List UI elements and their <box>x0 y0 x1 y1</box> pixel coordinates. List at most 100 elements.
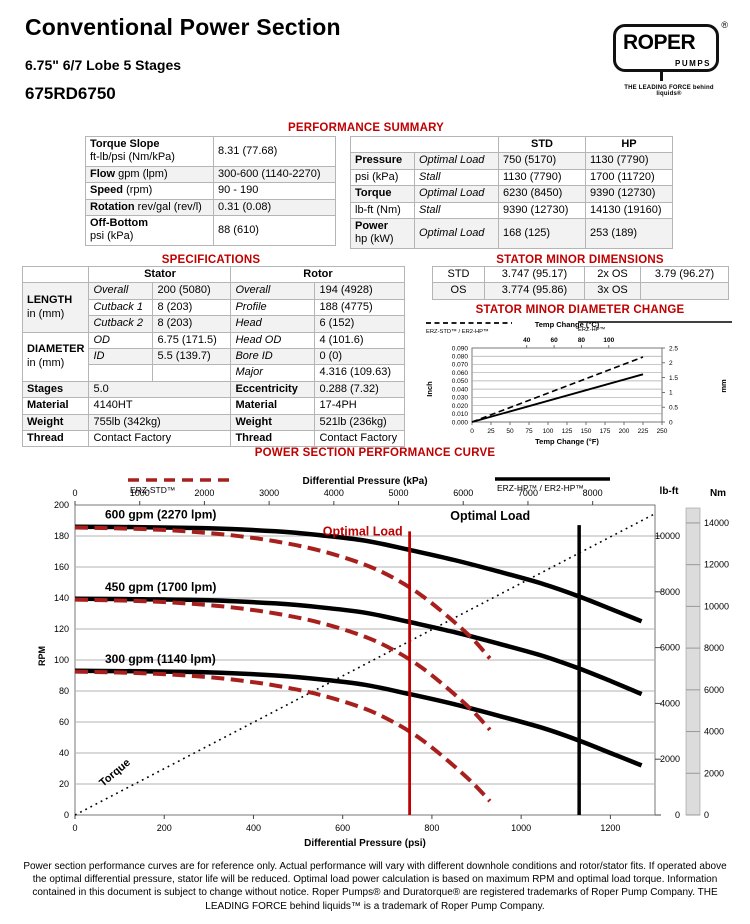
table-cell: 0 (0) <box>314 348 406 366</box>
section-title-performance-summary: PERFORMANCE SUMMARY <box>287 122 445 134</box>
table-cell: Rotor <box>230 265 406 284</box>
table-cell: 4.316 (109.63) <box>314 364 406 382</box>
x-axis-tick-label: 250 <box>657 428 668 435</box>
specifications-table: Stator Rotor LENGTH in (mm) Overall 200 (5080… <box>21 265 406 448</box>
y-axis-tick-label: 100 <box>54 655 69 665</box>
y-axis-tick-label: 0.020 <box>452 403 469 410</box>
x-axis-tick-label: 125 <box>562 428 573 435</box>
x-top-tick-label: 40 <box>523 337 531 344</box>
x-axis-tick-label: 25 <box>487 428 495 435</box>
y2-axis-tick-label: 10000 <box>655 531 680 541</box>
table-cell: 253 (189) <box>585 218 673 249</box>
y-axis-tick-label: 0.000 <box>452 419 469 426</box>
y3-axis-tick-label: 2000 <box>704 768 724 778</box>
y2-axis-tick-label: 6000 <box>660 643 680 653</box>
table-cell <box>21 265 90 284</box>
y-axis-tick-label: 20 <box>59 779 69 789</box>
table-cell: 17-4PH <box>314 397 406 415</box>
table-cell: 200 (5080) <box>152 282 232 300</box>
table-cell: Torque <box>350 185 415 203</box>
y3-axis-tick-label: 6000 <box>704 685 724 695</box>
series-line <box>471 356 644 423</box>
series-line <box>471 373 644 423</box>
nm-scale-bar <box>685 507 701 816</box>
section-title-performance-curve: POWER SECTION PERFORMANCE CURVE <box>254 447 496 459</box>
y-axis-tick-label: 0.070 <box>452 362 469 369</box>
table-row: Speed (rpm) 90 - 190 <box>85 182 336 200</box>
x-axis-tick-label: 50 <box>506 428 514 435</box>
table-cell: Material <box>230 397 316 415</box>
table-cell: 8 (203) <box>152 315 232 333</box>
table-cell: Overall <box>88 282 154 300</box>
section-title-stator-minor-dimensions: STATOR MINOR DIMENSIONS <box>496 254 664 266</box>
x-axis-tick-label: 175 <box>600 428 611 435</box>
page-subtitle: 6.75" 6/7 Lobe 5 Stages <box>25 57 182 73</box>
x-top-tick-label: 2000 <box>194 488 214 498</box>
y3-axis-title: Nm <box>710 488 726 499</box>
table-cell: psi (kPa) <box>350 168 415 187</box>
table-row: Stator Rotor <box>21 265 406 284</box>
table-cell: Pressure <box>350 152 415 170</box>
table-cell: 4 (101.6) <box>314 331 406 350</box>
table-cell: Overall <box>230 282 316 300</box>
table-cell: Profile <box>230 298 316 317</box>
table-cell: Cutback 1 <box>88 298 154 317</box>
table-cell: OD <box>88 331 154 350</box>
table-cell: LENGTH in (mm) <box>21 282 90 333</box>
x-top-tick-label: 100 <box>603 337 614 344</box>
table-cell: 2x OS <box>584 265 641 284</box>
y-axis-title: Inch <box>425 381 434 397</box>
table-cell: 14130 (19160) <box>585 201 673 220</box>
series-curve <box>74 669 492 803</box>
table-cell: 1700 (11720) <box>585 168 673 187</box>
table-cell: Weight <box>230 413 316 432</box>
logo-stem <box>660 69 663 81</box>
x-axis-tick-label: 200 <box>619 428 630 435</box>
table-row: Torque Slope ft-lb/psi (Nm/kPa) 8.31 (77.6… <box>85 136 336 167</box>
table-row: Material 4140HT Material 17-4PH <box>21 397 406 415</box>
table-cell: 0.31 (0.08) <box>213 198 336 217</box>
table-cell: Bore ID <box>230 348 316 366</box>
table-cell: Off-Bottom psi (kPa) <box>85 215 214 246</box>
y3-axis-tick-label: 0 <box>704 810 709 820</box>
table-row: lb-ft (Nm) Stall 9390 (12730) 14130 (19160) <box>350 201 673 220</box>
table-cell: Optimal Load <box>414 185 499 203</box>
table-cell: STD <box>432 265 485 284</box>
table-cell: 88 (610) <box>213 215 336 246</box>
x-top-tick-label: 1000 <box>130 488 150 498</box>
series-curve <box>74 597 492 732</box>
table-cell: 6 (152) <box>314 315 406 333</box>
x-top-axis-title: Temp Change (°C) <box>535 320 600 329</box>
y2-axis-tick-label: 2.5 <box>669 345 678 352</box>
table-cell: STD <box>498 135 586 154</box>
x-axis-title: Temp Change (°F) <box>535 437 599 446</box>
y2-axis-tick-label: 1.5 <box>669 375 678 382</box>
disclaimer-text: Power section performance curves are for… <box>23 861 727 912</box>
table-cell: Stator <box>88 265 232 284</box>
x-axis-tick-label: 0 <box>72 823 77 833</box>
y-axis-tick-label: 80 <box>59 686 69 696</box>
table-cell: 4140HT <box>88 397 232 415</box>
model-number: 675RD6750 <box>25 84 116 103</box>
logo-tagline: THE LEADING FORCE behind liquids® <box>624 85 714 97</box>
table-cell: Torque Slope ft-lb/psi (Nm/kPa) <box>85 136 214 167</box>
table-cell <box>88 364 154 382</box>
x-axis-tick-label: 1000 <box>511 823 531 833</box>
x-top-tick-label: 60 <box>550 337 558 344</box>
table-cell: DIAMETER in (mm) <box>21 331 90 382</box>
table-cell <box>640 282 729 300</box>
x-axis-tick-label: 400 <box>246 823 261 833</box>
table-cell: 8 (203) <box>152 298 232 317</box>
y2-axis-tick-label: 2000 <box>660 754 680 764</box>
y2-axis-tick-label: 4000 <box>660 698 680 708</box>
x-axis-tick-label: 1200 <box>600 823 620 833</box>
page-title: Conventional Power Section <box>25 14 341 40</box>
y2-axis-tick-label: 0 <box>675 810 680 820</box>
table-cell: 1130 (7790) <box>498 168 586 187</box>
table-cell: ID <box>88 348 154 366</box>
table-row: OS 3.774 (95.86) 3x OS <box>432 282 729 300</box>
section-title-stator-minor-diameter-change: STATOR MINOR DIAMETER CHANGE <box>475 304 685 316</box>
x-top-tick-label: 80 <box>578 337 586 344</box>
table-cell: Power hp (kW) <box>350 218 415 249</box>
optimal-load-label: Optimal Load <box>450 509 530 523</box>
